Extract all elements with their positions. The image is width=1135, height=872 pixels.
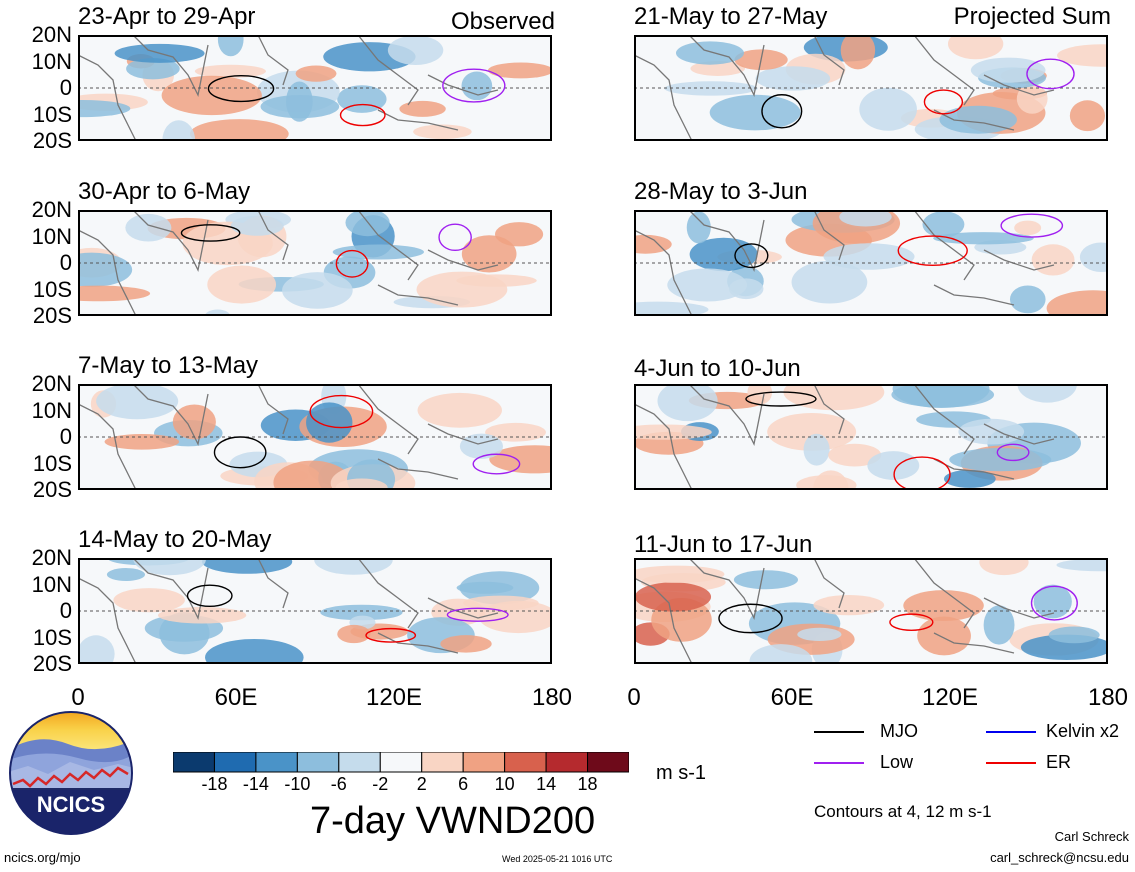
lon-label: 0 bbox=[627, 684, 641, 711]
lon-label: 0 bbox=[71, 684, 85, 711]
colorbar-swatch bbox=[462, 751, 506, 773]
lat-label: 10N bbox=[31, 571, 72, 597]
map-panel bbox=[78, 558, 552, 664]
colorbar-label: -18 bbox=[201, 774, 228, 794]
lat-label: 10S bbox=[32, 101, 72, 127]
colorbar-swatch bbox=[421, 751, 464, 773]
colorbar-label: -14 bbox=[242, 774, 269, 794]
logo-text: NCICS bbox=[37, 792, 105, 817]
colorbar-swatch bbox=[545, 751, 589, 773]
map-panel bbox=[78, 35, 552, 141]
panel-map bbox=[634, 384, 1108, 490]
lat-label: 10S bbox=[32, 276, 72, 302]
lat-label: 10N bbox=[31, 48, 72, 74]
legend-label-kelvin: Kelvin x2 bbox=[1046, 721, 1120, 741]
colorbar-label: 10 bbox=[494, 774, 515, 794]
lat-label: 10S bbox=[32, 624, 72, 650]
footer-timestamp: Wed 2025-05-21 1016 UTC bbox=[502, 854, 613, 864]
colorbar-swatch bbox=[172, 751, 215, 773]
map-panel bbox=[78, 384, 552, 490]
lat-label: 20N bbox=[31, 371, 72, 396]
colorbar-swatch bbox=[379, 751, 423, 773]
main-title: 7-day VWND200 bbox=[310, 800, 596, 842]
panel-map bbox=[78, 210, 552, 316]
panel-map bbox=[634, 35, 1108, 141]
panel-map bbox=[634, 210, 1108, 316]
panel-title: 4-Jun to 10-Jun bbox=[634, 355, 801, 382]
colorbar-swatch bbox=[255, 751, 298, 773]
colorbar-label: 2 bbox=[416, 774, 427, 794]
panel-map bbox=[78, 35, 552, 141]
lat-label: 0 bbox=[59, 598, 72, 623]
contours-note: Contours at 4, 12 m s-1 bbox=[814, 802, 992, 821]
footer-url: ncics.org/mjo bbox=[4, 850, 81, 865]
panel-title: 23-Apr to 29-Apr bbox=[78, 3, 256, 30]
ncics-logo: NCICS bbox=[8, 710, 134, 841]
colorbar-label: 6 bbox=[458, 774, 469, 794]
lat-label: 0 bbox=[59, 75, 72, 100]
colorbar-label: -2 bbox=[372, 774, 389, 794]
lat-label: 20S bbox=[32, 128, 72, 153]
panel-map bbox=[78, 384, 552, 490]
panel-map bbox=[634, 558, 1108, 664]
colorbar-unit: m s-1 bbox=[656, 762, 706, 784]
legend-label-low: Low bbox=[880, 752, 914, 772]
panel-title: 30-Apr to 6-May bbox=[78, 178, 251, 205]
colorbar-swatch bbox=[296, 751, 340, 773]
colorbar-swatch bbox=[213, 751, 257, 773]
legend-line-mjo bbox=[814, 731, 864, 733]
colorbar-swatch bbox=[587, 751, 630, 773]
lat-label: 20N bbox=[31, 197, 72, 222]
lon-label: 120E bbox=[365, 684, 423, 711]
footer-email: carl_schreck@ncsu.edu bbox=[990, 850, 1129, 865]
lon-label: 180 bbox=[1087, 684, 1129, 711]
lon-label: 180 bbox=[531, 684, 573, 711]
panel-map bbox=[78, 558, 552, 664]
lat-label: 10N bbox=[31, 223, 72, 249]
lat-label: 20N bbox=[31, 545, 72, 570]
lat-label: 0 bbox=[59, 424, 72, 449]
legend-line-low bbox=[814, 762, 864, 764]
footer-author: Carl Schreck bbox=[1054, 829, 1129, 844]
lat-label: 20S bbox=[32, 651, 72, 676]
colorbar bbox=[172, 751, 630, 779]
colorbar-swatches bbox=[172, 751, 630, 773]
panel-title: 7-May to 13-May bbox=[78, 352, 259, 379]
legend-label-mjo: MJO bbox=[880, 721, 918, 741]
panel-title: 14-May to 20-May bbox=[78, 526, 272, 553]
map-panel bbox=[634, 558, 1108, 664]
map-panel bbox=[634, 210, 1108, 316]
legend: MJO Kelvin x2 Low ER bbox=[814, 720, 1124, 780]
legend-line-kelvin bbox=[986, 731, 1036, 733]
lon-label: 120E bbox=[921, 684, 979, 711]
map-panel bbox=[78, 210, 552, 316]
lat-label: 20S bbox=[32, 477, 72, 502]
lon-label: 60E bbox=[214, 684, 258, 711]
lat-label: 20S bbox=[32, 303, 72, 328]
colorbar-label: -10 bbox=[284, 774, 311, 794]
lat-label: 10N bbox=[31, 397, 72, 423]
legend-line-er bbox=[986, 762, 1036, 764]
colorbar-swatch bbox=[504, 751, 547, 773]
map-panel bbox=[634, 35, 1108, 141]
colorbar-label: 14 bbox=[536, 774, 557, 794]
lat-label: 10S bbox=[32, 450, 72, 476]
colorbar-label: 18 bbox=[577, 774, 598, 794]
observed-header: Observed bbox=[450, 8, 555, 35]
panel-title: 21-May to 27-May bbox=[634, 3, 828, 30]
lat-label: 20N bbox=[31, 22, 72, 47]
lon-label: 60E bbox=[770, 684, 814, 711]
map-panel bbox=[634, 384, 1108, 490]
lat-label: 0 bbox=[59, 250, 72, 275]
colorbar-swatch bbox=[338, 751, 381, 773]
panel-title: 11-Jun to 17-Jun bbox=[634, 531, 813, 558]
projected-sum-header: Projected Sum bbox=[953, 3, 1111, 30]
panel-title: 28-May to 3-Jun bbox=[634, 178, 808, 205]
colorbar-label: -6 bbox=[330, 774, 347, 794]
legend-label-er: ER bbox=[1046, 752, 1072, 772]
